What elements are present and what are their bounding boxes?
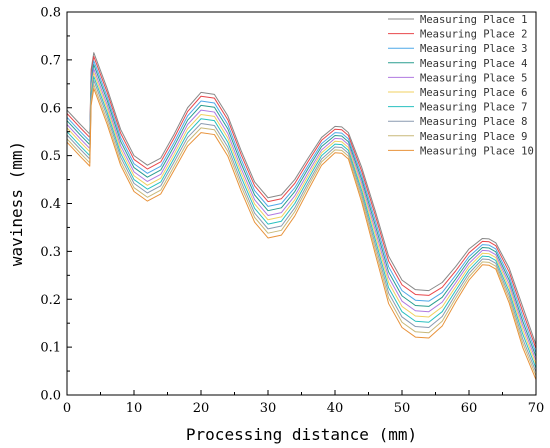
legend-label: Measuring Place 4 (420, 58, 527, 70)
x-tick-label: 30 (260, 401, 277, 416)
x-tick-label: 20 (193, 401, 210, 416)
series-line-3 (66, 60, 537, 354)
y-tick-label: 0.7 (40, 53, 61, 68)
x-tick-label: 10 (126, 401, 143, 416)
y-tick-label: 0.8 (40, 6, 61, 21)
y-axis-title: waviness (mm) (7, 141, 26, 266)
y-tick-label: 0.5 (40, 149, 61, 164)
series-line-6 (66, 72, 537, 365)
y-axis: 0.0 0.1 0.2 0.3 0.4 0.5 0.6 0.7 0.8 (40, 6, 72, 404)
series-line-9 (66, 84, 537, 377)
legend-label: Measuring Place 8 (420, 116, 527, 128)
y-tick-label: 0.1 (40, 341, 61, 356)
legend-label: Measuring Place 7 (420, 102, 527, 114)
y-tick-label: 0.0 (40, 389, 61, 404)
plot-lines (66, 52, 537, 380)
legend-label: Measuring Place 6 (420, 87, 527, 99)
legend: Measuring Place 1 Measuring Place 2 Measur… (388, 14, 534, 157)
x-tick-label: 60 (461, 401, 478, 416)
legend-label: Measuring Place 5 (420, 72, 527, 84)
x-tick-label: 0 (63, 401, 71, 416)
y-tick-label: 0.6 (40, 101, 61, 116)
legend-label: Measuring Place 10 (420, 145, 534, 157)
legend-label: Measuring Place 3 (420, 43, 527, 55)
series-line-5 (66, 68, 537, 361)
x-tick-label: 70 (528, 401, 545, 416)
legend-label: Measuring Place 1 (420, 14, 527, 26)
series-line-4 (66, 64, 537, 357)
series-line-2 (66, 56, 537, 349)
series-line-7 (66, 76, 537, 369)
x-axis: 0 10 20 30 40 50 60 70 (63, 390, 544, 416)
y-tick-label: 0.4 (40, 197, 61, 212)
series-line-8 (66, 79, 537, 373)
series-line-1 (66, 52, 537, 345)
series-line-10 (66, 88, 537, 380)
y-tick-label: 0.3 (40, 245, 61, 260)
legend-label: Measuring Place 9 (420, 131, 527, 143)
x-axis-title: Processing distance (mm) (186, 425, 417, 444)
legend-label: Measuring Place 2 (420, 29, 527, 41)
x-tick-label: 50 (394, 401, 411, 416)
x-tick-label: 40 (327, 401, 344, 416)
y-tick-label: 0.2 (40, 293, 61, 308)
